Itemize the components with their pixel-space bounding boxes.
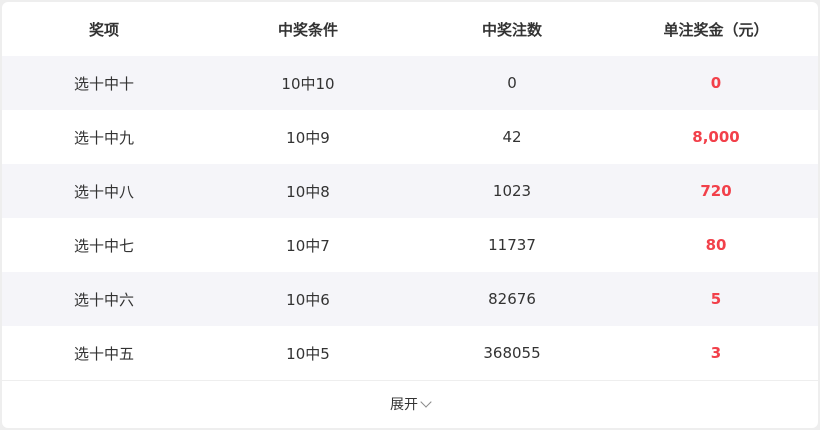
cell-count: 368055 [483,344,541,362]
expand-button[interactable]: 展开 [2,380,818,427]
table-header: 奖项 中奖条件 中奖注数 单注奖金（元） [2,2,818,56]
cell-condition: 10中10 [281,74,335,93]
cell-level: 选十中九 [73,128,134,147]
cell-count: 42 [502,128,522,146]
cell-condition: 10中6 [286,290,330,309]
cell-condition: 10中8 [286,182,330,201]
table-row: 选十中六 10中6 82676 5 [2,272,818,326]
cell-prize: 0 [710,74,722,92]
table-row: 选十中七 10中7 11737 80 [2,218,818,272]
cell-count: 11737 [488,236,536,254]
chevron-down-icon [420,395,432,408]
cell-level: 选十中五 [73,344,134,363]
table-row: 选十中五 10中5 368055 3 [2,326,818,380]
cell-prize: 3 [710,344,722,362]
cell-level: 选十中十 [73,74,134,93]
expand-label: 展开 [390,397,418,413]
header-condition: 中奖条件 [277,20,338,39]
cell-condition: 10中5 [286,344,330,363]
cell-count: 1023 [492,182,532,200]
header-level: 奖项 [88,20,119,39]
cell-condition: 10中7 [286,236,330,255]
cell-prize: 80 [705,236,727,254]
cell-prize: 5 [710,290,722,308]
cell-count: 82676 [488,290,536,308]
table-row: 选十中九 10中9 42 8,000 [2,110,818,164]
table-row: 选十中十 10中10 0 0 [2,56,818,110]
header-prize: 单注奖金（元） [663,20,769,39]
cell-level: 选十中八 [73,182,134,201]
cell-prize: 720 [700,182,732,200]
cell-prize: 8,000 [692,128,740,146]
header-count: 中奖注数 [481,20,542,39]
cell-level: 选十中七 [73,236,134,255]
cell-level: 选十中六 [73,290,134,309]
table-row: 选十中八 10中8 1023 720 [2,164,818,218]
cell-count: 0 [507,74,517,92]
cell-condition: 10中9 [286,128,330,147]
